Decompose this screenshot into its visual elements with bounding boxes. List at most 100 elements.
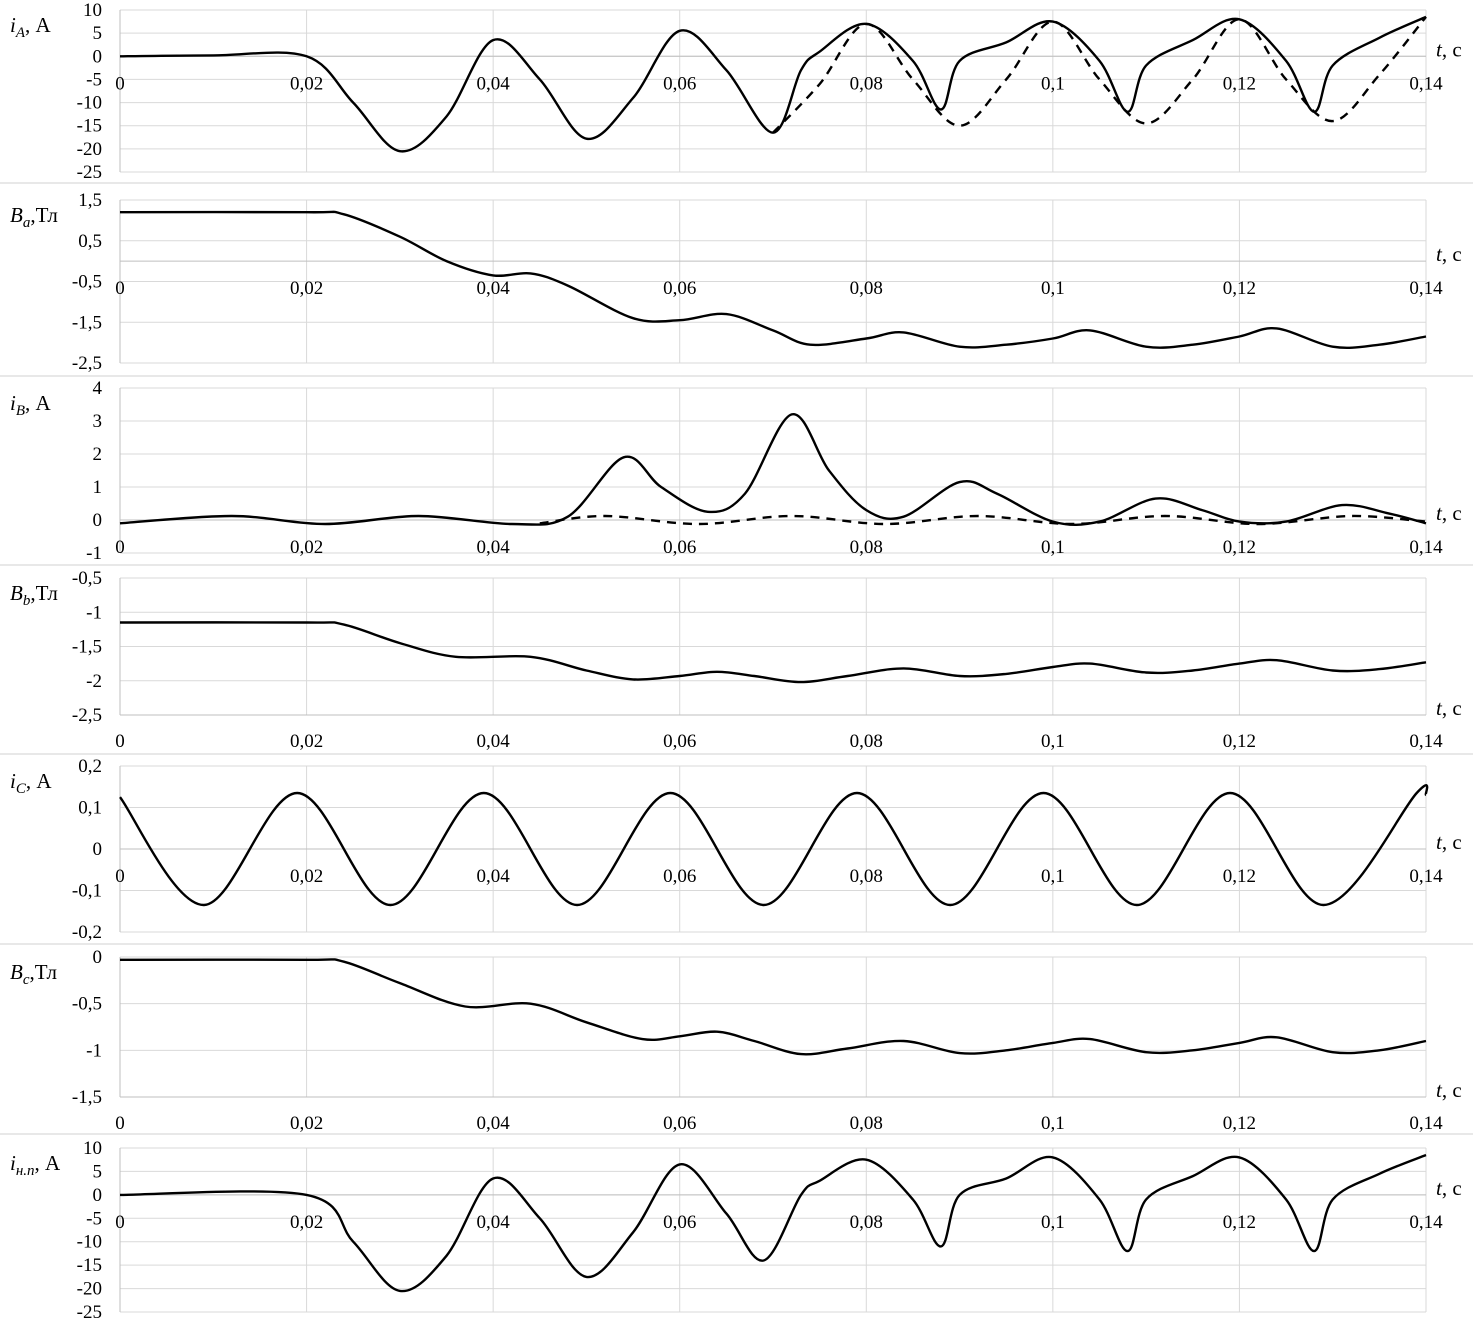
y-axis-symbol: i [10, 1151, 16, 1175]
x-tick-label: 0,14 [1409, 73, 1443, 94]
x-axis-unit: , с [1442, 37, 1462, 61]
y-axis-subscript: A [15, 25, 26, 41]
x-tick-label: 0,1 [1041, 537, 1065, 558]
y-axis-unit: , А [25, 13, 52, 37]
x-tick-label: 0,06 [663, 278, 696, 299]
y-axis-symbol: i [10, 13, 16, 37]
y-tick-label: 1,5 [78, 190, 102, 211]
y-tick-label: -1,5 [72, 1087, 102, 1108]
y-tick-label: -2,5 [72, 353, 102, 374]
x-tick-label: 0,1 [1041, 866, 1065, 887]
y-tick-label: 0 [93, 947, 103, 968]
y-tick-label: 0 [93, 839, 103, 860]
x-tick-label: 0,14 [1409, 537, 1443, 558]
y-axis-unit: , А [26, 769, 53, 793]
y-tick-label: -0,5 [72, 568, 102, 589]
x-axis-unit: , с [1442, 830, 1462, 854]
y-tick-label: -25 [77, 162, 102, 183]
x-tick-label: 0,04 [477, 866, 511, 887]
x-tick-label: 0,12 [1223, 866, 1256, 887]
y-axis-unit: , А [25, 391, 52, 415]
x-tick-label: 0 [115, 1212, 125, 1233]
y-tick-label: -10 [77, 93, 102, 114]
x-tick-label: 0,08 [850, 1212, 883, 1233]
y-axis-subscript: н.п [16, 1163, 35, 1179]
y-tick-label: 2 [93, 444, 103, 465]
y-tick-label: -0,5 [72, 272, 102, 293]
y-tick-label: 0,1 [78, 798, 102, 819]
x-tick-label: 0,02 [290, 73, 323, 94]
x-tick-label: 0 [115, 866, 125, 887]
x-tick-label: 0 [115, 73, 125, 94]
x-tick-label: 0,06 [663, 866, 696, 887]
x-tick-label: 0,1 [1041, 278, 1065, 299]
y-axis-subscript: c [23, 972, 30, 988]
x-tick-label: 0,1 [1041, 73, 1065, 94]
x-axis-label: t, с [1436, 242, 1462, 266]
series-line-solid [119, 621, 1427, 684]
y-tick-label: -25 [77, 1302, 102, 1322]
x-tick-label: 0,12 [1223, 537, 1256, 558]
x-axis-unit: , с [1442, 1078, 1462, 1102]
x-tick-label: 0,14 [1409, 1212, 1443, 1233]
y-tick-label: 0 [93, 46, 103, 67]
x-axis-label: t, с [1436, 1078, 1462, 1102]
y-tick-label: -20 [77, 139, 102, 160]
y-tick-label: -1 [86, 543, 102, 564]
y-tick-label: -1,5 [72, 312, 102, 333]
x-tick-label: 0,08 [850, 278, 883, 299]
x-tick-label: 0,02 [290, 731, 323, 752]
x-axis-symbol: t [1436, 501, 1443, 525]
y-tick-label: -1 [86, 602, 102, 623]
x-axis-symbol: t [1436, 1176, 1443, 1200]
x-tick-label: 0,04 [477, 1212, 511, 1233]
x-tick-label: 0,08 [850, 866, 883, 887]
y-axis-label: Bb,Тл [10, 581, 58, 609]
y-tick-label: -2,5 [72, 705, 102, 726]
y-axis-symbol: B [10, 960, 23, 984]
y-axis-symbol: i [10, 391, 16, 415]
x-axis-label: t, с [1436, 830, 1462, 854]
x-axis-label: t, с [1436, 501, 1462, 525]
x-tick-label: 0,1 [1041, 1113, 1065, 1134]
x-axis-symbol: t [1436, 830, 1443, 854]
series-line-solid [119, 1153, 1427, 1293]
x-tick-label: 0,06 [663, 1113, 696, 1134]
y-tick-label: -0,5 [72, 994, 102, 1015]
x-tick-label: 0,06 [663, 1212, 696, 1233]
x-tick-label: 0,04 [477, 73, 511, 94]
x-tick-label: 0 [115, 278, 125, 299]
x-tick-label: 0,08 [850, 73, 883, 94]
y-axis-label: iн.п, А [10, 1151, 61, 1179]
series-line-solid [119, 958, 1427, 1056]
y-tick-label: 10 [83, 0, 102, 21]
series-line-solid [119, 15, 1427, 153]
y-tick-label: -2 [86, 671, 102, 692]
y-tick-label: 3 [93, 411, 103, 432]
y-tick-label: 0 [93, 510, 103, 531]
y-axis-unit: , А [35, 1151, 62, 1175]
x-tick-label: 0,02 [290, 866, 323, 887]
x-tick-label: 0,04 [477, 537, 511, 558]
chart-panel-5: 0,2 0,1 0 -0,1 -0,2 0 0,02 0,04 0,06 0,08 0,1 0,12 0… [10, 756, 1462, 943]
x-tick-label: 0,04 [477, 1113, 511, 1134]
series-line-solid [119, 784, 1429, 907]
x-tick-label: 0 [115, 731, 125, 752]
series-line-dashed [772, 16, 1427, 134]
x-axis-label: t, с [1436, 37, 1462, 61]
x-tick-label: 0,12 [1223, 731, 1256, 752]
y-tick-label: 5 [93, 1161, 103, 1182]
x-tick-label: 0,06 [663, 73, 696, 94]
y-tick-label: 1 [93, 477, 103, 498]
y-tick-label: -5 [86, 1208, 102, 1229]
series-line-dashed [539, 514, 1427, 526]
x-tick-label: 0,14 [1409, 731, 1443, 752]
y-axis-symbol: B [10, 581, 23, 605]
x-axis-label: t, с [1436, 696, 1462, 720]
y-axis-label: Bc,Тл [10, 960, 57, 988]
x-tick-label: 0,14 [1409, 1113, 1443, 1134]
x-tick-label: 0,02 [290, 1113, 323, 1134]
y-axis-unit: ,Тл [30, 203, 58, 227]
x-axis-unit: , с [1442, 696, 1462, 720]
